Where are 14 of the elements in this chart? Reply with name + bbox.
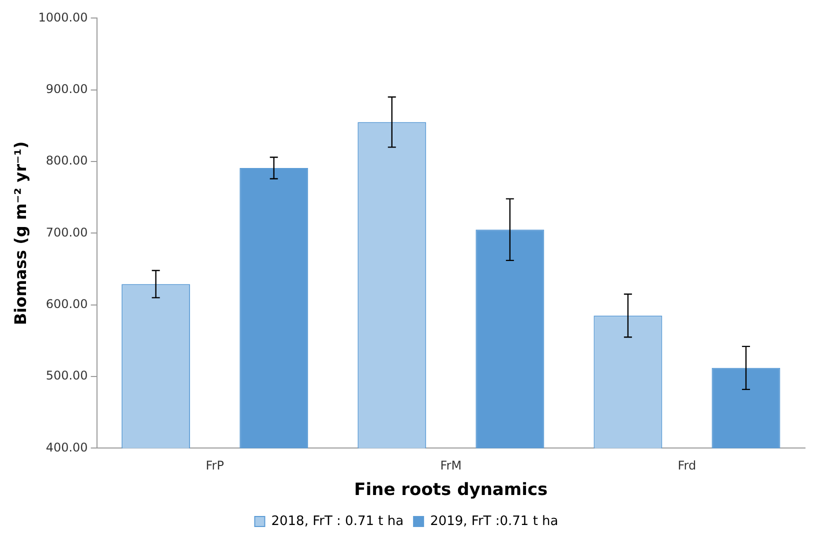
y-tick-label: 600.00 bbox=[46, 296, 88, 311]
x-tick-label: FrM bbox=[440, 458, 462, 473]
y-tick-label: 400.00 bbox=[46, 440, 88, 454]
legend-label: 2019, FrT :0.71 t ha bbox=[430, 514, 558, 529]
x-tick-label: FrP bbox=[206, 458, 224, 473]
y-axis-title: Biomass (g m⁻² yr⁻¹) bbox=[10, 141, 30, 326]
y-tick-label: 900.00 bbox=[46, 82, 88, 96]
y-tick-label: 500.00 bbox=[46, 368, 88, 383]
x-tick-label: Frd bbox=[678, 458, 696, 473]
y-tick-label: 1000.00 bbox=[38, 10, 88, 24]
y-tick-label: 800.00 bbox=[46, 154, 88, 168]
legend-label: 2018, FrT : 0.71 t ha bbox=[271, 514, 404, 529]
y-tick-label: 700.00 bbox=[46, 225, 88, 240]
x-axis-title: Fine roots dynamics bbox=[354, 480, 548, 500]
